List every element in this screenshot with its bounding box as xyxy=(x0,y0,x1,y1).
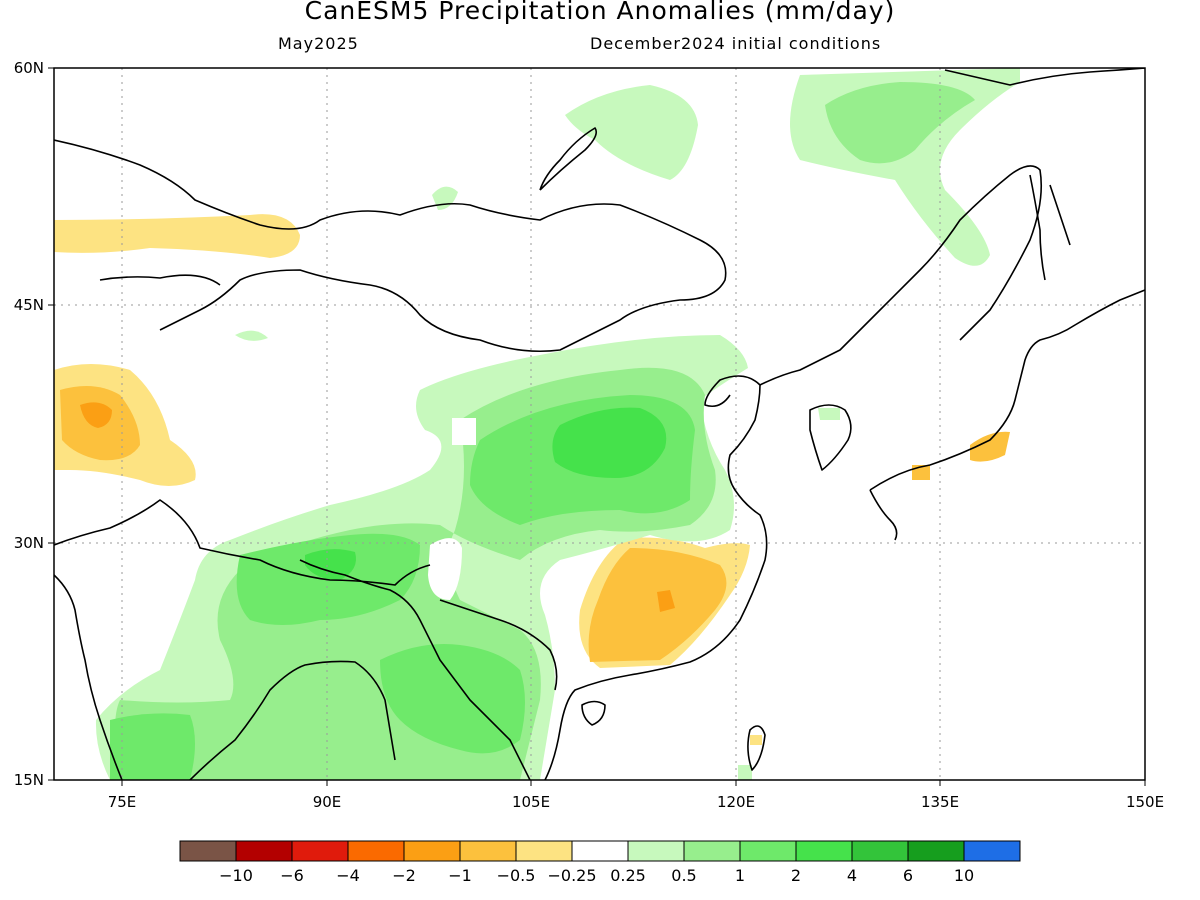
dry-region-southeast-china-core xyxy=(588,548,727,662)
lon-label: 75E xyxy=(108,793,137,811)
colorbar-swatch xyxy=(907,840,965,862)
wet-region-mongolia xyxy=(432,186,458,210)
colorbar-swatch xyxy=(291,840,349,862)
forecast-month: May2025 xyxy=(278,34,359,53)
coastlines xyxy=(54,68,1145,780)
lat-label: 15N xyxy=(14,771,44,789)
colorbar-swatch xyxy=(347,840,405,862)
colorbar-tick-label: −2 xyxy=(392,866,416,885)
wet-region-india-strong xyxy=(110,713,195,780)
colorbar-tick-label: −10 xyxy=(219,866,253,885)
neutral-qaidam xyxy=(452,418,476,445)
colorbar-tick-label: 2 xyxy=(791,866,801,885)
colorbar-tick-label: 4 xyxy=(847,866,857,885)
colorbar-swatch xyxy=(515,840,573,862)
latitude-axis: 60N 45N 30N 15N xyxy=(14,59,54,789)
colorbar-tick-label: 0.5 xyxy=(671,866,696,885)
dry-region-southeast-china-peak xyxy=(657,590,675,612)
wet-region-central-china-max xyxy=(552,407,667,478)
colorbar-tick-label: 6 xyxy=(903,866,913,885)
colorbar-swatch xyxy=(571,840,629,862)
lon-label: 90E xyxy=(313,793,342,811)
lon-label: 135E xyxy=(921,793,959,811)
colorbar-swatch xyxy=(739,840,797,862)
colorbar-tick-label: −1 xyxy=(448,866,472,885)
colorbar-swatch xyxy=(851,840,909,862)
wet-region-himalaya-max xyxy=(305,549,356,580)
longitude-axis: 75E 90E 105E 120E 135E 150E xyxy=(108,780,1164,811)
wet-region-tianshan xyxy=(235,330,268,341)
wet-region-myanmar-strong xyxy=(380,644,525,754)
wet-region-hainan xyxy=(738,765,752,780)
lon-label: 150E xyxy=(1126,793,1164,811)
colorbar-swatch xyxy=(963,840,1021,862)
colorbar-tick-label: −0.25 xyxy=(547,866,596,885)
colorbar-swatch xyxy=(459,840,517,862)
lon-label: 120E xyxy=(717,793,755,811)
colorbar-swatch xyxy=(403,840,461,862)
colorbar xyxy=(179,840,1021,862)
colorbar-tick-label: 0.25 xyxy=(610,866,646,885)
lon-label: 105E xyxy=(512,793,550,811)
colorbar-tick-label: −6 xyxy=(280,866,304,885)
neutral-sichuan xyxy=(428,538,462,600)
map-frame xyxy=(53,67,1146,781)
map-title: CanESM5 Precipitation Anomalies (mm/day) xyxy=(304,0,896,25)
dry-region-hindukush-peak xyxy=(80,402,112,428)
colorbar-swatch xyxy=(179,840,237,862)
lat-label: 30N xyxy=(14,534,44,552)
initial-conditions: December2024 initial conditions xyxy=(590,34,882,53)
colorbar-swatch xyxy=(627,840,685,862)
colorbar-tick-label: −0.5 xyxy=(497,866,536,885)
dry-region-taiwan xyxy=(750,735,762,745)
anomaly-fields xyxy=(54,68,1020,780)
wet-region-korea xyxy=(818,408,840,420)
colorbar-tick-label: 1 xyxy=(735,866,745,885)
colorbar-tick-label: −4 xyxy=(336,866,360,885)
wet-region-siberia xyxy=(565,85,698,180)
colorbar-tick-label: 10 xyxy=(954,866,974,885)
lat-label: 45N xyxy=(14,296,44,314)
wet-region-far-east-core xyxy=(825,82,975,164)
lat-label: 60N xyxy=(14,59,44,77)
dry-region-japan xyxy=(970,431,1010,462)
dry-region-kazakhstan xyxy=(54,214,300,258)
colorbar-swatch xyxy=(795,840,853,862)
colorbar-swatch xyxy=(235,840,293,862)
colorbar-labels: −10 −6 −4 −2 −1 −0.5 −0.25 0.25 0.5 1 2 4 6 10 xyxy=(219,866,974,885)
colorbar-swatch xyxy=(683,840,741,862)
